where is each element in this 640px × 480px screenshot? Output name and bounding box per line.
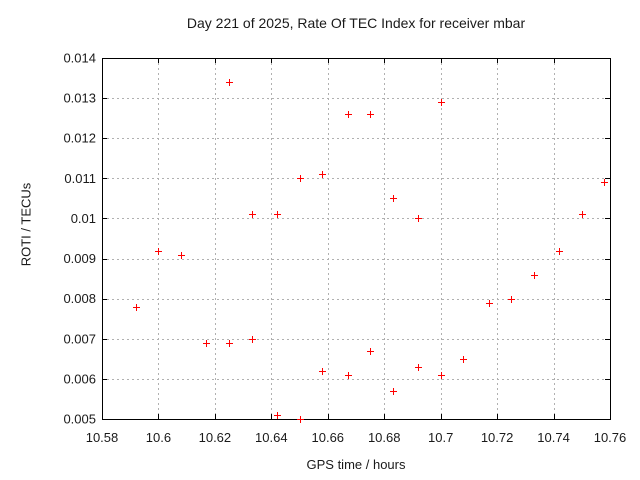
y-tick-label: 0.012 (63, 131, 96, 146)
chart-title: Day 221 of 2025, Rate Of TEC Index for r… (186, 15, 526, 31)
data-point (319, 368, 326, 375)
data-point (274, 412, 281, 419)
data-point (249, 336, 256, 343)
data-point (226, 340, 233, 347)
data-point (274, 211, 281, 218)
data-point (390, 388, 397, 395)
y-axis-label: ROTI / TECUs (18, 182, 34, 267)
data-point (226, 79, 233, 86)
x-tick-label: 10.7 (428, 430, 453, 445)
x-axis-label: GPS time / hours (306, 457, 406, 472)
plot-border (102, 58, 611, 420)
x-tick-label: 10.66 (312, 430, 345, 445)
x-tick-label: 10.62 (199, 430, 232, 445)
y-tick-label: 0.014 (63, 51, 96, 66)
x-tick-label: 10.68 (368, 430, 401, 445)
y-tick-label: 0.006 (63, 371, 96, 386)
data-point (460, 356, 467, 363)
data-point (438, 99, 445, 106)
data-point (297, 175, 304, 182)
data-point (319, 171, 326, 178)
data-point (508, 296, 515, 303)
x-tick-label: 10.74 (537, 430, 570, 445)
data-point (249, 211, 256, 218)
x-tick-label: 10.6 (146, 430, 171, 445)
data-point (579, 211, 586, 218)
y-tick-label: 0.005 (63, 412, 96, 427)
data-point (415, 215, 422, 222)
data-point (415, 364, 422, 371)
x-tick-label: 10.64 (255, 430, 288, 445)
y-tick-label: 0.008 (63, 291, 96, 306)
tick-layer (102, 58, 611, 420)
data-point (133, 304, 140, 311)
data-point (367, 111, 374, 118)
x-tick-label: 10.76 (594, 430, 627, 445)
x-tick-label: 10.58 (86, 430, 119, 445)
data-point (345, 111, 352, 118)
data-point (438, 372, 445, 379)
y-tick-label: 0.009 (63, 251, 96, 266)
data-point (601, 179, 608, 186)
x-tick-label: 10.72 (481, 430, 514, 445)
data-point-layer (133, 79, 608, 423)
data-point (531, 272, 538, 279)
tick-label-layer: 10.58 10.6 10.62 10.64 10.66 10.68 10.7 10.72 10… (63, 51, 626, 446)
data-point (178, 252, 185, 259)
data-point (345, 372, 352, 379)
y-tick-label: 0.007 (63, 331, 96, 346)
grid-layer (102, 58, 611, 420)
data-point (390, 195, 397, 202)
data-point (203, 340, 210, 347)
data-point (155, 248, 162, 255)
y-tick-label: 0.011 (64, 171, 96, 186)
data-point (297, 416, 304, 423)
data-point (556, 248, 563, 255)
y-tick-label: 0.01 (71, 211, 96, 226)
data-point (486, 300, 493, 307)
data-point (367, 348, 374, 355)
y-tick-label: 0.013 (63, 91, 96, 106)
